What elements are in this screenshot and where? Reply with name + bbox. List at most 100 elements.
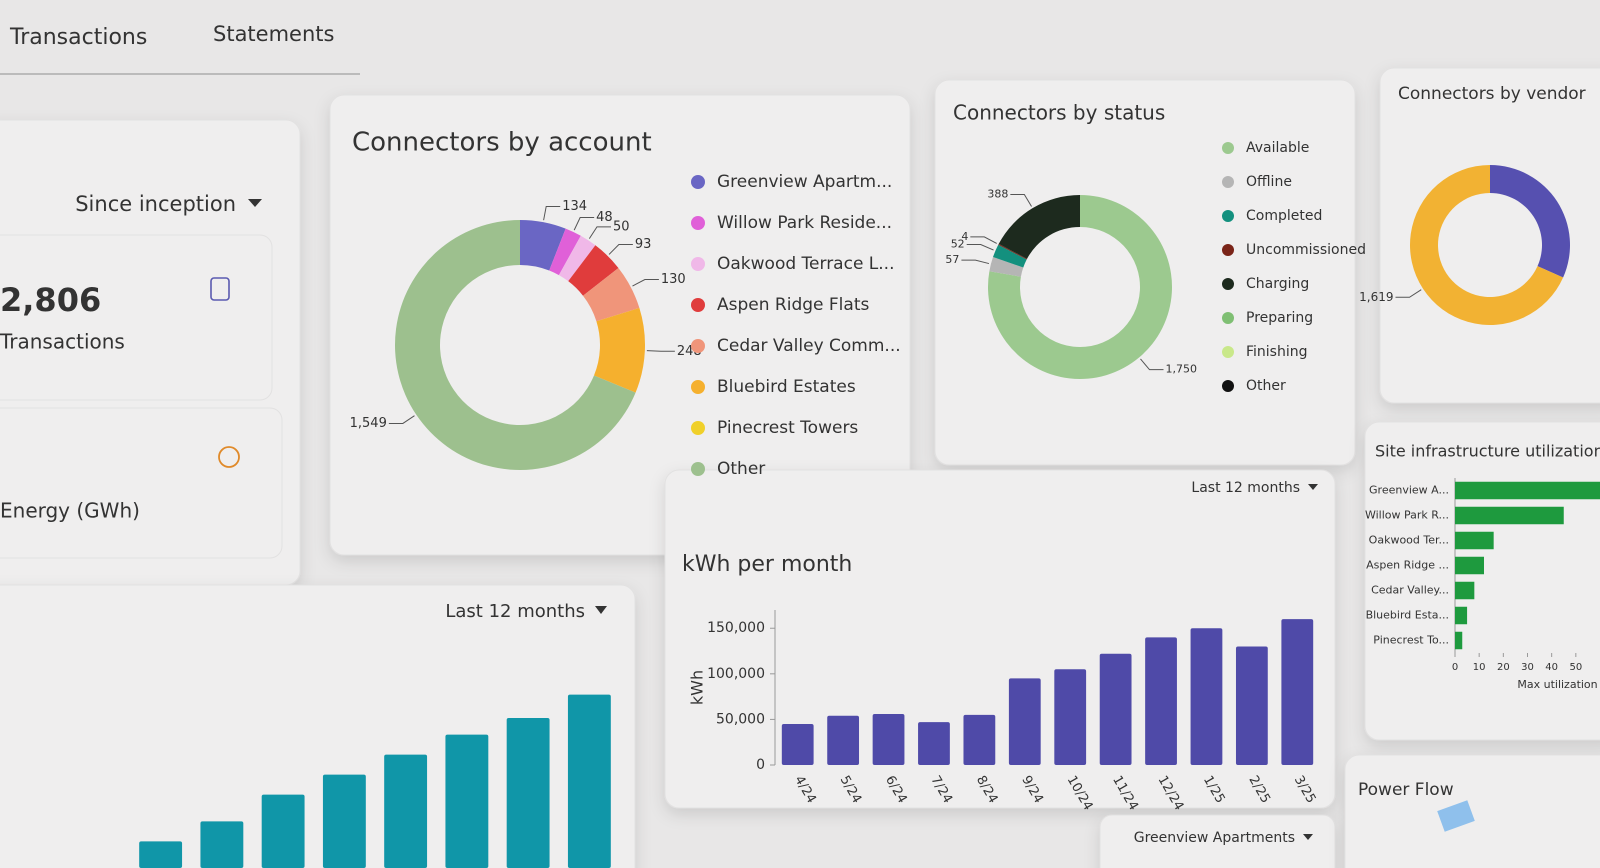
legend-label: Preparing	[1246, 310, 1313, 326]
data-label: 388	[987, 187, 1008, 200]
stat-label: Transactions	[0, 330, 125, 354]
energy-icon	[218, 446, 240, 468]
period-dropdown[interactable]: Last 12 months	[1191, 480, 1300, 496]
legend-label: Other	[717, 459, 765, 479]
y-axis-label: kWh	[688, 670, 707, 705]
legend-marker	[1222, 176, 1234, 188]
y-tick-label: Willow Park R...	[1365, 509, 1449, 522]
y-tick-label: Greenview A...	[1369, 484, 1449, 497]
stat-value: 2,806	[0, 281, 101, 319]
data-label: 48	[596, 210, 613, 225]
bar	[506, 718, 550, 868]
bar	[1455, 481, 1600, 500]
data-label: 130	[661, 272, 686, 287]
legend-label: Charging	[1246, 276, 1309, 292]
leader-line	[1395, 289, 1422, 298]
selector-card	[1099, 814, 1336, 868]
solar-icon	[1437, 800, 1475, 832]
bar	[1455, 556, 1484, 575]
legend-marker	[691, 298, 705, 312]
donut-slice	[1490, 165, 1570, 278]
legend-label: Greenview Apartm...	[717, 172, 892, 192]
dropdown-arrow	[1303, 834, 1313, 840]
bar	[1235, 646, 1268, 765]
x-tick-label: 40	[1545, 662, 1558, 673]
legend-marker	[691, 339, 705, 353]
leader-line	[543, 205, 561, 221]
legend-marker	[1222, 278, 1234, 290]
legend-label: Completed	[1246, 208, 1322, 224]
stat-label: Energy (GWh)	[0, 499, 140, 523]
chart-title: Site infrastructure utilization	[1375, 442, 1600, 461]
bar	[1054, 669, 1087, 765]
donut-slice	[520, 220, 566, 271]
legend-marker	[691, 462, 705, 476]
chart-title: Connectors by vendor	[1398, 84, 1586, 104]
bar	[567, 694, 611, 868]
x-tick-label: 30	[1521, 662, 1534, 673]
donut-slice	[593, 307, 645, 393]
tab[interactable]: Transactions	[9, 25, 147, 50]
leader-line	[966, 244, 994, 251]
bar	[781, 723, 814, 765]
dropdown-arrow	[595, 606, 607, 614]
legend-label: Cedar Valley Comm...	[717, 336, 901, 356]
data-label: 57	[945, 253, 959, 266]
leader-line	[588, 226, 611, 239]
legend-label: Finishing	[1246, 344, 1308, 360]
bar	[963, 714, 996, 765]
donut-slice	[395, 220, 636, 471]
legend-marker	[691, 175, 705, 189]
leader-line	[388, 415, 415, 424]
period-dropdown[interactable]: Last 12 months	[445, 601, 585, 622]
power-flow-card	[1344, 754, 1600, 868]
bar	[384, 754, 428, 868]
document-icon	[210, 277, 230, 301]
bar	[872, 713, 905, 765]
legend-marker	[1222, 142, 1234, 154]
donut-slice	[1409, 165, 1564, 325]
y-tick-label: Aspen Ridge ...	[1366, 559, 1449, 572]
leader-line	[632, 279, 659, 287]
site-card	[1364, 421, 1600, 741]
leader-line	[646, 350, 675, 352]
card-title: Power Flow	[1358, 780, 1454, 800]
period-dropdown[interactable]: Since inception	[75, 192, 236, 216]
dropdown-arrow	[1308, 484, 1318, 490]
donut-slice	[568, 245, 619, 296]
site-dropdown[interactable]: Greenview Apartments	[1134, 830, 1295, 846]
legend-marker	[691, 380, 705, 394]
data-label: 134	[562, 199, 587, 214]
legend-marker	[1222, 312, 1234, 324]
x-tick-label: 0	[1452, 662, 1458, 673]
y-tick-label: 0	[756, 757, 765, 773]
legend-label: Oakwood Terrace L...	[717, 254, 895, 274]
bar	[827, 715, 860, 765]
bar	[1455, 606, 1468, 625]
data-label: 1,619	[1359, 290, 1393, 304]
tab[interactable]: Statements	[213, 22, 334, 46]
data-label: 1,549	[350, 416, 387, 431]
vendor-card	[1379, 67, 1600, 404]
bar	[139, 841, 183, 868]
legend-marker	[1222, 210, 1234, 222]
x-tick-label: 10	[1473, 662, 1486, 673]
legend-label: Uncommissioned	[1246, 242, 1366, 258]
data-label: 1,750	[1166, 363, 1198, 376]
legend-label: Pinecrest Towers	[717, 418, 858, 438]
leader-line	[1140, 358, 1164, 371]
y-tick-label: Cedar Valley...	[1371, 584, 1449, 597]
bar	[1455, 506, 1564, 525]
data-label: 52	[951, 238, 965, 251]
leader-line	[1010, 193, 1032, 207]
y-tick-label: 50,000	[716, 711, 765, 727]
bar	[261, 794, 305, 868]
donut-slice	[998, 195, 1080, 259]
data-label: 93	[635, 237, 652, 252]
leader-line	[573, 216, 595, 231]
bar	[918, 722, 950, 765]
donut-slice	[993, 244, 1027, 268]
legend-marker	[691, 216, 705, 230]
y-tick-label: 150,000	[707, 620, 765, 636]
